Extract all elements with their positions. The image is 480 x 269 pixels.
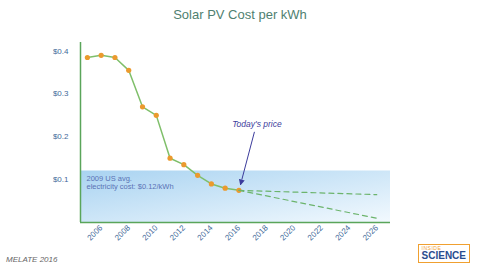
svg-text:2010: 2010 [141, 223, 160, 242]
svg-text:2022: 2022 [306, 223, 325, 242]
svg-text:2024: 2024 [333, 223, 352, 242]
svg-text:2009 US avg.electricity cost:: 2009 US avg.electricity cost: $0.12/kWh [87, 174, 174, 191]
svg-text:2018: 2018 [251, 223, 270, 242]
html-text:MELATE 2016: MELATE 2016 [6, 255, 58, 264]
svg-text:$0.1: $0.1 [53, 175, 69, 184]
html-text:SCIENCE: SCIENCE [421, 250, 466, 261]
svg-text:$0.3: $0.3 [53, 89, 69, 98]
svg-text:$0.2: $0.2 [53, 132, 69, 141]
svg-text:2020: 2020 [278, 223, 297, 242]
svg-text:2014: 2014 [196, 223, 215, 242]
html-text:Solar PV Cost per kWh: Solar PV Cost per kWh [173, 7, 307, 22]
svg-text:2008: 2008 [113, 223, 132, 242]
svg-text:2016: 2016 [223, 223, 242, 242]
svg-text:2012: 2012 [168, 223, 187, 242]
svg-text:Today's price: Today's price [232, 119, 282, 129]
html-text:INSIDE: INSIDE [421, 245, 442, 251]
svg-text:$0.4: $0.4 [53, 47, 69, 56]
svg-text:2026: 2026 [361, 223, 380, 242]
svg-text:2006: 2006 [85, 223, 104, 242]
